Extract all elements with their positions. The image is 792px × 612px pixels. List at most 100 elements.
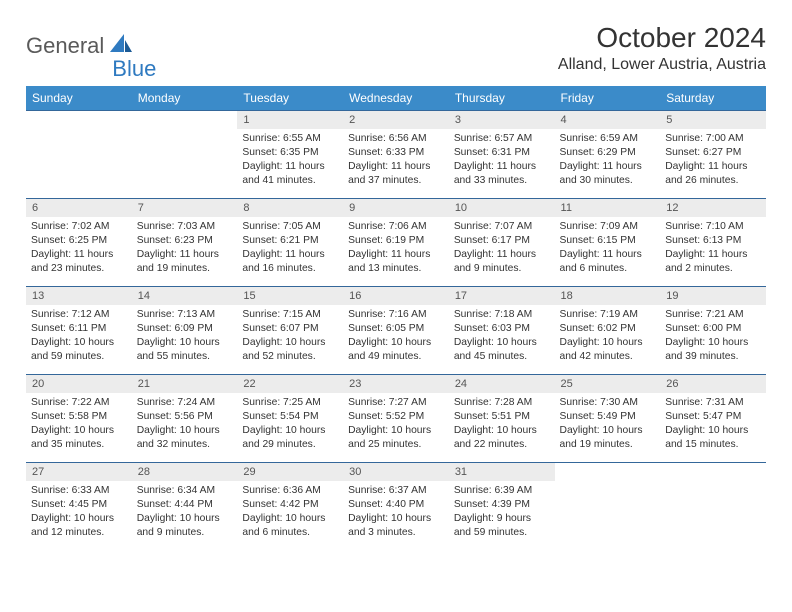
calendar-day-cell: 7Sunrise: 7:03 AMSunset: 6:23 PMDaylight… — [132, 199, 238, 287]
brand-sail-icon — [110, 34, 132, 59]
day-number: 20 — [26, 375, 132, 393]
brand-text-blue: Blue — [112, 56, 156, 82]
day-details: Sunrise: 7:00 AMSunset: 6:27 PMDaylight:… — [660, 129, 766, 193]
calendar-day-cell: 24Sunrise: 7:28 AMSunset: 5:51 PMDayligh… — [449, 375, 555, 463]
calendar-day-cell: 16Sunrise: 7:16 AMSunset: 6:05 PMDayligh… — [343, 287, 449, 375]
day-details: Sunrise: 7:05 AMSunset: 6:21 PMDaylight:… — [237, 217, 343, 281]
sunset-line: Sunset: 6:02 PM — [560, 323, 636, 334]
sunrise-line: Sunrise: 7:22 AM — [31, 397, 109, 408]
weekday-header: Wednesday — [343, 86, 449, 111]
calendar-day-cell: 3Sunrise: 6:57 AMSunset: 6:31 PMDaylight… — [449, 111, 555, 199]
sunrise-line: Sunrise: 7:12 AM — [31, 309, 109, 320]
day-number: 10 — [449, 199, 555, 217]
day-details: Sunrise: 6:37 AMSunset: 4:40 PMDaylight:… — [343, 481, 449, 545]
sunset-line: Sunset: 6:13 PM — [665, 235, 741, 246]
sunset-line: Sunset: 4:39 PM — [454, 499, 530, 510]
day-details: Sunrise: 7:07 AM Sunset: 6:17 PM Daylight:… — [449, 217, 555, 281]
day-number: 28 — [132, 463, 238, 481]
sunset-line: Sunset: 6:19 PM — [348, 235, 424, 246]
day-number: 11 — [555, 199, 661, 217]
sunrise-line: Sunrise: 7:15 AM — [242, 309, 320, 320]
daylight-line: Daylight: 10 hours and 39 minutes. — [665, 337, 748, 362]
sunset-line: Sunset: 5:54 PM — [242, 411, 318, 422]
sunrise-line: Sunrise: 7:27 AM — [348, 397, 426, 408]
calendar-day-cell: 29Sunrise: 6:36 AMSunset: 4:42 PMDayligh… — [237, 463, 343, 551]
sunset-line: Sunset: 5:51 PM — [454, 411, 530, 422]
daylight-line: Daylight: 10 hours and 9 minutes. — [137, 513, 220, 538]
sunset-line: Sunset: 6:00 PM — [665, 323, 741, 334]
day-details: Sunrise: 6:59 AMSunset: 6:29 PMDaylight:… — [555, 129, 661, 193]
day-details: Sunrise: 7:27 AMSunset: 5:52 PMDaylight:… — [343, 393, 449, 457]
weekday-header-row: SundayMondayTuesdayWednesdayThursdayFrid… — [26, 86, 766, 111]
calendar-day-cell: 28Sunrise: 6:34 AMSunset: 4:44 PMDayligh… — [132, 463, 238, 551]
calendar-day-cell: 18Sunrise: 7:19 AMSunset: 6:02 PMDayligh… — [555, 287, 661, 375]
day-details: Sunrise: 7:31 AMSunset: 5:47 PMDaylight:… — [660, 393, 766, 457]
sunrise-line: Sunrise: 7:07 AM — [454, 221, 532, 232]
daylight-line: Daylight: 10 hours and 6 minutes. — [242, 513, 325, 538]
calendar-day-cell: 6Sunrise: 7:02 AMSunset: 6:25 PMDaylight… — [26, 199, 132, 287]
daylight-line: Daylight: 10 hours and 45 minutes. — [454, 337, 537, 362]
sunset-line: Sunset: 5:49 PM — [560, 411, 636, 422]
day-details: Sunrise: 6:55 AMSunset: 6:35 PMDaylight:… — [237, 129, 343, 193]
daylight-line: Daylight: 11 hours and 33 minutes. — [454, 161, 536, 186]
calendar-day-cell: 22 Sunrise: 7:25 AM Sunset: 5:54 PM Dayligh… — [237, 375, 343, 463]
sunrise-line: Sunrise: 6:57 AM — [454, 133, 532, 144]
sunrise-line: Sunrise: 6:34 AM — [137, 485, 215, 496]
daylight-line: Daylight: 10 hours and 25 minutes. — [348, 425, 431, 450]
sunrise-line: Sunrise: 6:33 AM — [31, 485, 109, 496]
daylight-line: Daylight: 10 hours and 29 minutes. — [242, 425, 325, 450]
calendar-day-cell: 27Sunrise: 6:33 AMSunset: 4:45 PMDayligh… — [26, 463, 132, 551]
day-number: 21 — [132, 375, 238, 393]
sunset-line: Sunset: 6:03 PM — [454, 323, 530, 334]
sunset-line: Sunset: 6:09 PM — [137, 323, 213, 334]
calendar-day-cell: 19 Sunrise: 7:21 AM Sunset: 6:00 PM Dayligh… — [660, 287, 766, 375]
day-number: 8 — [237, 199, 343, 217]
sunset-line: Sunset: 6:15 PM — [560, 235, 636, 246]
day-number: 18 — [555, 287, 661, 305]
calendar-day-cell: 2Sunrise: 6:56 AMSunset: 6:33 PMDaylight… — [343, 111, 449, 199]
calendar-day-cell: 30Sunrise: 6:37 AMSunset: 4:40 PMDayligh… — [343, 463, 449, 551]
sunrise-line: Sunrise: 7:24 AM — [137, 397, 215, 408]
sunrise-line: Sunrise: 7:19 AM — [560, 309, 638, 320]
day-number: 24 — [449, 375, 555, 393]
sunrise-line: Sunrise: 7:25 AM — [242, 397, 320, 408]
day-details: Sunrise: 7:24 AMSunset: 5:56 PMDaylight:… — [132, 393, 238, 457]
day-details: Sunrise: 7:18 AMSunset: 6:03 PMDaylight:… — [449, 305, 555, 369]
calendar-day-cell: 23Sunrise: 7:27 AMSunset: 5:52 PMDayligh… — [343, 375, 449, 463]
sunset-line: Sunset: 6:17 PM — [454, 235, 530, 246]
calendar-day-cell: 12Sunrise: 7:10 AMSunset: 6:13 PMDayligh… — [660, 199, 766, 287]
sunset-line: Sunset: 4:42 PM — [242, 499, 318, 510]
day-details: Sunrise: 7:28 AMSunset: 5:51 PMDaylight:… — [449, 393, 555, 457]
sunrise-line: Sunrise: 7:03 AM — [137, 221, 215, 232]
sunset-line: Sunset: 6:21 PM — [242, 235, 318, 246]
sunrise-line: Sunrise: 7:21 AM — [665, 309, 743, 320]
calendar-empty-cell: . — [132, 111, 238, 199]
daylight-line: Daylight: 10 hours and 3 minutes. — [348, 513, 431, 538]
daylight-line: Daylight: 10 hours and 12 minutes. — [31, 513, 114, 538]
daylight-line: Daylight: 11 hours and 23 minutes. — [31, 249, 113, 274]
calendar-day-cell: 21Sunrise: 7:24 AMSunset: 5:56 PMDayligh… — [132, 375, 238, 463]
day-details: Sunrise: 6:39 AMSunset: 4:39 PMDaylight:… — [449, 481, 555, 545]
day-number: 23 — [343, 375, 449, 393]
day-number: 9 — [343, 199, 449, 217]
day-number: 22 — [237, 375, 343, 393]
sunrise-line: Sunrise: 6:59 AM — [560, 133, 638, 144]
day-details: Sunrise: 6:56 AMSunset: 6:33 PMDaylight:… — [343, 129, 449, 193]
sunrise-line: Sunrise: 7:06 AM — [348, 221, 426, 232]
day-number: 19 — [660, 287, 766, 305]
brand-logo: General Blue — [26, 22, 156, 70]
calendar-day-cell: 5Sunrise: 7:00 AMSunset: 6:27 PMDaylight… — [660, 111, 766, 199]
day-details: Sunrise: 6:36 AMSunset: 4:42 PMDaylight:… — [237, 481, 343, 545]
day-number: 31 — [449, 463, 555, 481]
day-details: Sunrise: 7:25 AM Sunset: 5:54 PM Daylight:… — [237, 393, 343, 457]
daylight-line: Daylight: 10 hours and 15 minutes. — [665, 425, 748, 450]
calendar-empty-cell: . — [555, 463, 661, 551]
sunset-line: Sunset: 6:07 PM — [242, 323, 318, 334]
calendar-day-cell: 1Sunrise: 6:55 AMSunset: 6:35 PMDaylight… — [237, 111, 343, 199]
day-number: 13 — [26, 287, 132, 305]
sunset-line: Sunset: 6:27 PM — [665, 147, 741, 158]
day-number: 12 — [660, 199, 766, 217]
daylight-line: Daylight: 11 hours and 9 minutes. — [454, 249, 536, 274]
calendar-day-cell: 8Sunrise: 7:05 AMSunset: 6:21 PMDaylight… — [237, 199, 343, 287]
day-details: Sunrise: 7:15 AMSunset: 6:07 PMDaylight:… — [237, 305, 343, 369]
